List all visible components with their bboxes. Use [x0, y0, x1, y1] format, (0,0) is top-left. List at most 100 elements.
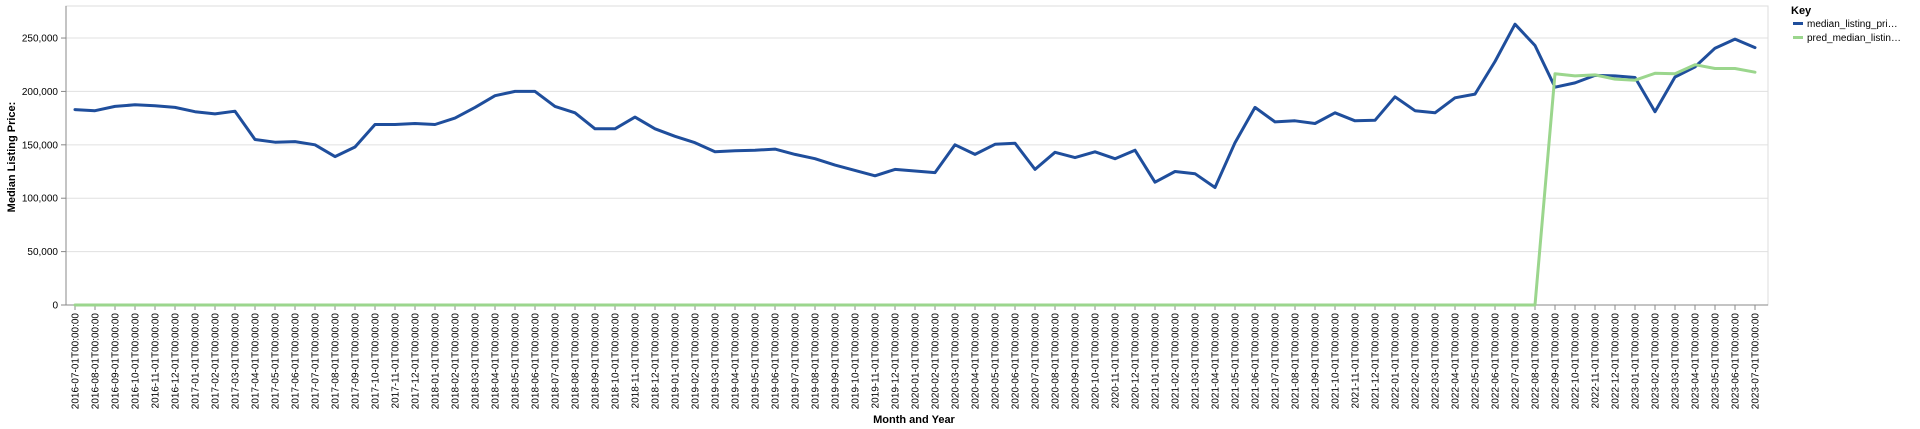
y-axis-title: Median Listing Price:	[6, 102, 18, 213]
x-tick-label: 2022-02-01T00:00:00	[1411, 313, 1422, 410]
x-tick-label: 2017-10-01T00:00:00	[371, 313, 382, 410]
x-tick-label: 2022-01-01T00:00:00	[1391, 313, 1402, 410]
x-tick-label: 2020-10-01T00:00:00	[1091, 313, 1102, 410]
x-tick-label: 2018-05-01T00:00:00	[511, 313, 522, 410]
x-tick-label: 2018-10-01T00:00:00	[611, 313, 622, 410]
x-tick-label: 2018-07-01T00:00:00	[551, 313, 562, 410]
x-tick-label: 2017-11-01T00:00:00	[391, 313, 402, 409]
x-tick-label: 2019-07-01T00:00:00	[791, 313, 802, 410]
x-tick-label: 2021-07-01T00:00:00	[1271, 313, 1282, 410]
x-axis-title: Month and Year	[873, 414, 955, 426]
x-tick-label: 2021-08-01T00:00:00	[1291, 313, 1302, 410]
x-tick-label: 2019-02-01T00:00:00	[691, 313, 702, 410]
series-lines	[73, 22, 1757, 307]
x-tick-label: 2023-07-01T00:00:00	[1751, 313, 1762, 410]
x-tick-label: 2016-09-01T00:00:00	[111, 313, 122, 410]
y-tick-label: 250,000	[22, 34, 59, 45]
x-tick-label: 2020-02-01T00:00:00	[931, 313, 942, 410]
x-tick-label: 2019-03-01T00:00:00	[711, 313, 722, 410]
x-tick-label: 2022-08-01T00:00:00	[1531, 313, 1542, 410]
x-tick-label: 2021-11-01T00:00:00	[1351, 313, 1362, 409]
series-line-median-listing-price	[73, 22, 1757, 189]
x-tick-label: 2017-09-01T00:00:00	[351, 313, 362, 410]
x-axis: 2016-07-01T00:00:00 2016-08-01T00:00:00 20…	[66, 304, 1768, 410]
x-tick-label: 2016-08-01T00:00:00	[91, 313, 102, 410]
x-tick-label: 2016-12-01T00:00:00	[171, 313, 182, 410]
x-tick-label: 2019-09-01T00:00:00	[831, 313, 842, 410]
plot-area	[65, 5, 1769, 306]
legend-label: median_listing_pri…	[1807, 19, 1898, 30]
x-tick-label: 2020-11-01T00:00:00	[1111, 313, 1122, 409]
x-tick-label: 2017-08-01T00:00:00	[331, 313, 342, 410]
x-tick-label: 2017-05-01T00:00:00	[271, 313, 282, 410]
x-tick-label: 2019-01-01T00:00:00	[671, 313, 682, 410]
x-tick-label: 2018-12-01T00:00:00	[651, 313, 662, 410]
x-tick-label: 2017-02-01T00:00:00	[211, 313, 222, 410]
x-tick-label: 2022-04-01T00:00:00	[1451, 313, 1462, 410]
x-tick-label: 2019-06-01T00:00:00	[771, 313, 782, 410]
x-tick-label: 2021-06-01T00:00:00	[1251, 313, 1262, 410]
x-tick-label: 2018-02-01T00:00:00	[451, 313, 462, 410]
x-tick-label: 2021-09-01T00:00:00	[1311, 313, 1322, 410]
x-tick-label: 2022-10-01T00:00:00	[1571, 313, 1582, 410]
series-line-pred-median-listing-price	[73, 63, 1757, 307]
y-tick-label: 200,000	[22, 87, 59, 98]
x-tick-label: 2022-09-01T00:00:00	[1551, 313, 1562, 410]
x-tick-label: 2017-04-01T00:00:00	[251, 313, 262, 410]
x-tick-label: 2016-11-01T00:00:00	[151, 313, 162, 409]
y-axis: 0 50,000 100,000 150,000 200,000 250,000	[22, 6, 67, 312]
x-tick-label: 2019-10-01T00:00:00	[851, 313, 862, 410]
x-tick-label: 2021-02-01T00:00:00	[1171, 313, 1182, 410]
x-tick-label: 2023-04-01T00:00:00	[1691, 313, 1702, 410]
x-tick-label: 2023-05-01T00:00:00	[1711, 313, 1722, 410]
x-tick-label: 2022-06-01T00:00:00	[1491, 313, 1502, 410]
x-tick-label: 2016-10-01T00:00:00	[131, 313, 142, 410]
x-tick-label: 2023-03-01T00:00:00	[1671, 313, 1682, 410]
x-tick-label: 2021-05-01T00:00:00	[1231, 313, 1242, 410]
x-tick-label: 2020-04-01T00:00:00	[971, 313, 982, 410]
legend-label: pred_median_listin…	[1807, 33, 1901, 44]
x-tick-label: 2021-04-01T00:00:00	[1211, 313, 1222, 410]
x-tick-label: 2019-12-01T00:00:00	[891, 313, 902, 410]
x-tick-label: 2017-03-01T00:00:00	[231, 313, 242, 410]
y-tick-label: 100,000	[22, 194, 59, 205]
y-tick-label: 50,000	[27, 247, 58, 258]
x-tick-label: 2020-03-01T00:00:00	[951, 313, 962, 410]
x-tick-label: 2018-09-01T00:00:00	[591, 313, 602, 410]
plot-frame	[65, 5, 1769, 306]
x-tick-label: 2021-03-01T00:00:00	[1191, 313, 1202, 410]
x-tick-label: 2017-07-01T00:00:00	[311, 313, 322, 410]
x-tick-label: 2017-01-01T00:00:00	[191, 313, 202, 410]
x-tick-label: 2023-02-01T00:00:00	[1651, 313, 1662, 410]
x-tick-label: 2018-11-01T00:00:00	[631, 313, 642, 409]
x-tick-label: 2020-12-01T00:00:00	[1131, 313, 1142, 410]
y-tick-label: 150,000	[22, 140, 59, 151]
x-tick-label: 2023-01-01T00:00:00	[1631, 313, 1642, 410]
x-tick-label: 2019-11-01T00:00:00	[871, 313, 882, 409]
x-tick-label: 2019-08-01T00:00:00	[811, 313, 822, 410]
x-tick-label: 2017-06-01T00:00:00	[291, 313, 302, 410]
legend: Key median_listing_pri… pred_median_listi…	[1791, 5, 1901, 44]
x-tick-label: 2017-12-01T00:00:00	[411, 313, 422, 410]
x-tick-label: 2020-07-01T00:00:00	[1031, 313, 1042, 410]
x-tick-label: 2022-03-01T00:00:00	[1431, 313, 1442, 410]
x-tick-label: 2020-08-01T00:00:00	[1051, 313, 1062, 410]
x-tick-label: 2022-05-01T00:00:00	[1471, 313, 1482, 410]
x-tick-label: 2020-09-01T00:00:00	[1071, 313, 1082, 410]
legend-title: Key	[1791, 5, 1812, 17]
y-tick-label: 0	[52, 301, 58, 312]
x-tick-label: 2019-05-01T00:00:00	[751, 313, 762, 410]
x-tick-label: 2022-12-01T00:00:00	[1611, 313, 1622, 410]
x-tick-label: 2018-01-01T00:00:00	[431, 313, 442, 410]
x-tick-label: 2020-05-01T00:00:00	[991, 313, 1002, 410]
x-tick-label: 2018-04-01T00:00:00	[491, 313, 502, 410]
x-tick-label: 2021-12-01T00:00:00	[1371, 313, 1382, 410]
x-tick-label: 2018-06-01T00:00:00	[531, 313, 542, 410]
x-tick-label: 2020-06-01T00:00:00	[1011, 313, 1022, 410]
x-tick-label: 2022-07-01T00:00:00	[1511, 313, 1522, 410]
x-tick-label: 2021-10-01T00:00:00	[1331, 313, 1342, 410]
x-tick-label: 2016-07-01T00:00:00	[71, 313, 82, 410]
x-tick-label: 2018-03-01T00:00:00	[471, 313, 482, 410]
x-tick-label: 2019-04-01T00:00:00	[731, 313, 742, 410]
